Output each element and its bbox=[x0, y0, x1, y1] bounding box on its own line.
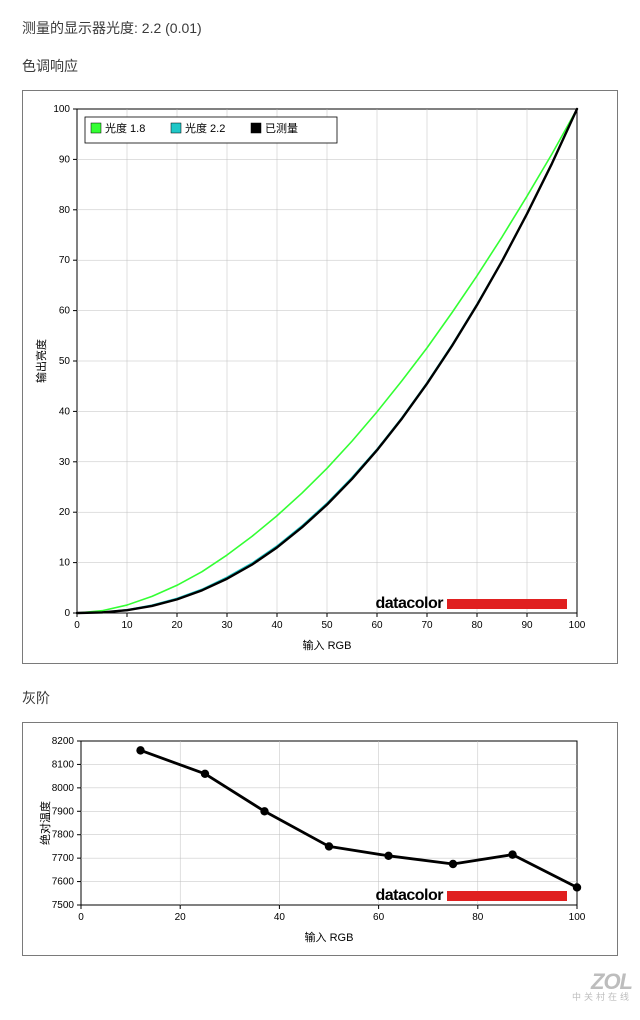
svg-text:7800: 7800 bbox=[52, 830, 75, 841]
svg-text:40: 40 bbox=[59, 406, 71, 417]
svg-text:70: 70 bbox=[59, 255, 71, 266]
svg-text:60: 60 bbox=[371, 620, 383, 631]
gray-section-title: 灰阶 bbox=[22, 688, 618, 708]
svg-text:7600: 7600 bbox=[52, 877, 75, 888]
svg-text:7500: 7500 bbox=[52, 900, 75, 911]
svg-text:60: 60 bbox=[373, 912, 385, 923]
svg-text:输出亮度: 输出亮度 bbox=[34, 339, 48, 383]
measured-gamma-text: 测量的显示器光度: 2.2 (0.01) bbox=[22, 18, 618, 38]
svg-text:7900: 7900 bbox=[52, 806, 75, 817]
svg-text:50: 50 bbox=[321, 620, 333, 631]
svg-text:100: 100 bbox=[569, 620, 586, 631]
svg-text:10: 10 bbox=[59, 558, 71, 569]
svg-text:50: 50 bbox=[59, 356, 71, 367]
svg-text:8200: 8200 bbox=[52, 736, 75, 747]
svg-text:光度 2.2: 光度 2.2 bbox=[185, 121, 225, 135]
svg-text:20: 20 bbox=[59, 507, 71, 518]
svg-text:绝对温度: 绝对温度 bbox=[38, 801, 52, 845]
svg-text:90: 90 bbox=[521, 620, 533, 631]
svg-text:已测量: 已测量 bbox=[265, 122, 298, 135]
svg-text:datacolor: datacolor bbox=[375, 595, 443, 612]
svg-text:20: 20 bbox=[171, 620, 183, 631]
svg-text:输入 RGB: 输入 RGB bbox=[303, 638, 352, 652]
svg-text:光度 1.8: 光度 1.8 bbox=[105, 121, 145, 135]
svg-text:80: 80 bbox=[472, 912, 484, 923]
svg-text:30: 30 bbox=[221, 620, 233, 631]
svg-text:40: 40 bbox=[271, 620, 283, 631]
svg-text:10: 10 bbox=[121, 620, 133, 631]
svg-text:100: 100 bbox=[53, 104, 70, 115]
svg-text:7700: 7700 bbox=[52, 853, 75, 864]
svg-text:100: 100 bbox=[569, 912, 586, 923]
svg-text:80: 80 bbox=[59, 205, 71, 216]
svg-text:20: 20 bbox=[175, 912, 187, 923]
svg-text:8100: 8100 bbox=[52, 759, 75, 770]
grayscale-chart: 0 20 40 60 80 100 7500 7600 7700 7800 7900 8000 8100… bbox=[22, 722, 618, 956]
tone-section-title: 色调响应 bbox=[22, 56, 618, 76]
svg-text:30: 30 bbox=[59, 457, 71, 468]
svg-text:60: 60 bbox=[59, 306, 71, 317]
svg-text:80: 80 bbox=[471, 620, 483, 631]
zol-watermark: ZOL 中关村在线 bbox=[572, 971, 632, 1002]
svg-text:90: 90 bbox=[59, 154, 71, 165]
tone-response-chart: 0 10 20 30 40 50 60 70 80 90 100 0 10 20 30 40 50 60 70 80 9… bbox=[22, 90, 618, 664]
svg-text:datacolor: datacolor bbox=[375, 887, 443, 904]
svg-text:输入 RGB: 输入 RGB bbox=[305, 930, 354, 944]
svg-text:40: 40 bbox=[274, 912, 286, 923]
svg-text:8000: 8000 bbox=[52, 783, 75, 794]
svg-text:0: 0 bbox=[78, 912, 84, 923]
svg-text:0: 0 bbox=[64, 608, 70, 619]
svg-text:0: 0 bbox=[74, 620, 80, 631]
svg-text:70: 70 bbox=[421, 620, 433, 631]
